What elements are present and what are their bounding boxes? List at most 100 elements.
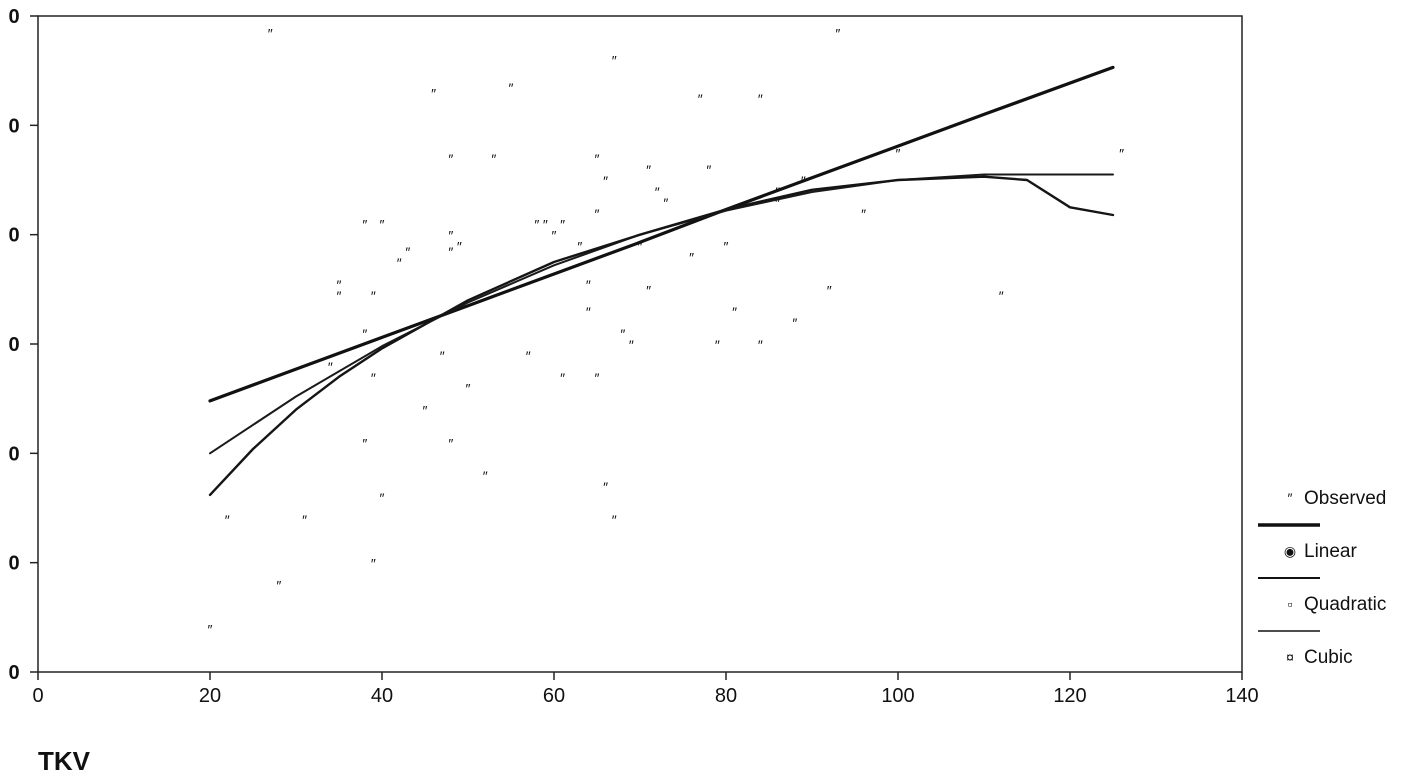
observed-point-37: ″: [586, 277, 591, 293]
observed-point-51: ″: [655, 184, 660, 200]
observed-point-68: ″: [896, 146, 901, 162]
observed-point-1: ″: [225, 512, 230, 528]
y-tick-label-0: 0: [8, 662, 19, 684]
observed-point-12: ″: [371, 288, 376, 304]
series-line-cubic: [208, 175, 1115, 497]
observed-point-6: ″: [337, 277, 342, 293]
x-tick-label-40: 40: [371, 685, 393, 707]
observed-point-50: ″: [646, 282, 651, 298]
legend-marker-cubic: ¤: [1286, 649, 1294, 665]
x-tick-label-100: 100: [881, 685, 914, 707]
legend: ″ Observed ◉ Linear ▫ Quadratic ¤ Cubic: [1258, 488, 1386, 668]
x-tick-label-20: 20: [199, 685, 221, 707]
observed-point-33: ″: [552, 228, 557, 244]
observed-point-18: ″: [423, 403, 428, 419]
observed-point-5: ″: [328, 359, 333, 375]
observed-point-2: ″: [268, 25, 273, 41]
y-tick-label-6: 0: [8, 6, 19, 28]
observed-points: ″ ″ ″ ″ ″ ″ ″ ″ ″ ″ ″ ″ ″ ″ ″ ″ ″ ″ ″ ″ ″ ″ ″ ″ ″ ″ ″ ″ ″ ″ ″ ″ ″ ″ ″ ″ ″ ″ ″ ″…: [208, 25, 1125, 637]
fit-lines: [208, 65, 1115, 497]
observed-point-67: ″: [861, 206, 866, 222]
observed-point-65: ″: [827, 282, 832, 298]
observed-point-17: ″: [405, 244, 410, 260]
legend-label-cubic: Cubic: [1304, 647, 1353, 668]
observed-point-4: ″: [302, 512, 307, 528]
observed-point-66: ″: [835, 25, 840, 41]
observed-point-3: ″: [276, 578, 281, 594]
observed-point-15: ″: [380, 490, 385, 506]
x-tick-label-120: 120: [1053, 685, 1086, 707]
observed-point-63: ″: [792, 315, 797, 331]
observed-point-20: ″: [440, 348, 445, 364]
observed-point-19: ″: [431, 86, 436, 102]
legend-label-observed: Observed: [1304, 488, 1386, 509]
observed-point-38: ″: [586, 304, 591, 320]
observed-point-28: ″: [491, 151, 496, 167]
x-tick-label-60: 60: [543, 685, 565, 707]
observed-point-34: ″: [560, 217, 565, 233]
observed-point-53: ″: [689, 250, 694, 266]
x-axis-title: TKV: [38, 746, 91, 776]
y-tick-label-3: 0: [8, 334, 19, 356]
observed-point-41: ″: [595, 370, 600, 386]
legend-label-linear: Linear: [1304, 541, 1357, 562]
observed-point-62: ″: [775, 195, 780, 211]
observed-point-70: ″: [1119, 146, 1124, 162]
x-tick-label-140: 140: [1225, 685, 1258, 707]
series-line-linear: [208, 65, 1115, 403]
plot-frame: [37, 15, 1243, 673]
observed-point-27: ″: [483, 468, 488, 484]
observed-point-29: ″: [509, 80, 514, 96]
observed-point-60: ″: [758, 337, 763, 353]
observed-point-52: ″: [663, 195, 668, 211]
observed-point-35: ″: [560, 370, 565, 386]
observed-point-31: ″: [534, 217, 539, 233]
observed-point-22: ″: [448, 228, 453, 244]
observed-point-11: ″: [371, 556, 376, 572]
observed-point-49: ″: [646, 162, 651, 178]
observed-point-36: ″: [577, 239, 582, 255]
observed-point-39: ″: [595, 151, 600, 167]
observed-point-13: ″: [371, 370, 376, 386]
observed-point-26: ″: [466, 381, 471, 397]
observed-point-30: ″: [526, 348, 531, 364]
observed-point-8: ″: [362, 217, 367, 233]
x-tick-label-80: 80: [715, 685, 737, 707]
y-tick-label-2: 0: [8, 443, 19, 465]
y-tick-label-5: 0: [8, 115, 19, 137]
observed-point-55: ″: [706, 162, 711, 178]
observed-point-59: ″: [758, 91, 763, 107]
legend-marker-observed: ″: [1288, 490, 1293, 506]
observed-point-23: ″: [448, 244, 453, 260]
observed-point-40: ″: [595, 206, 600, 222]
observed-point-25: ″: [457, 239, 462, 255]
observed-point-32: ″: [543, 217, 548, 233]
observed-point-0: ″: [208, 621, 213, 637]
observed-point-57: ″: [724, 239, 729, 255]
observed-point-7: ″: [337, 288, 342, 304]
series-line-quadratic: [209, 173, 1114, 455]
legend-label-quadratic: Quadratic: [1304, 594, 1386, 615]
observed-point-56: ″: [715, 337, 720, 353]
y-tick-label-1: 0: [8, 553, 19, 575]
observed-point-44: ″: [612, 53, 617, 69]
observed-point-14: ″: [380, 217, 385, 233]
observed-point-69: ″: [999, 288, 1004, 304]
observed-point-21: ″: [448, 151, 453, 167]
legend-marker-quadratic: ▫: [1288, 596, 1293, 612]
observed-point-16: ″: [397, 255, 402, 271]
legend-marker-linear: ◉: [1284, 543, 1296, 559]
observed-point-48: ″: [638, 239, 643, 255]
observed-point-47: ″: [629, 337, 634, 353]
observed-point-9: ″: [362, 326, 367, 342]
observed-point-43: ″: [603, 479, 608, 495]
observed-point-24: ″: [448, 435, 453, 451]
observed-point-10: ″: [362, 435, 367, 451]
observed-point-42: ″: [603, 173, 608, 189]
y-tick-label-4: 0: [8, 225, 19, 247]
observed-point-46: ″: [620, 326, 625, 342]
observed-point-58: ″: [732, 304, 737, 320]
